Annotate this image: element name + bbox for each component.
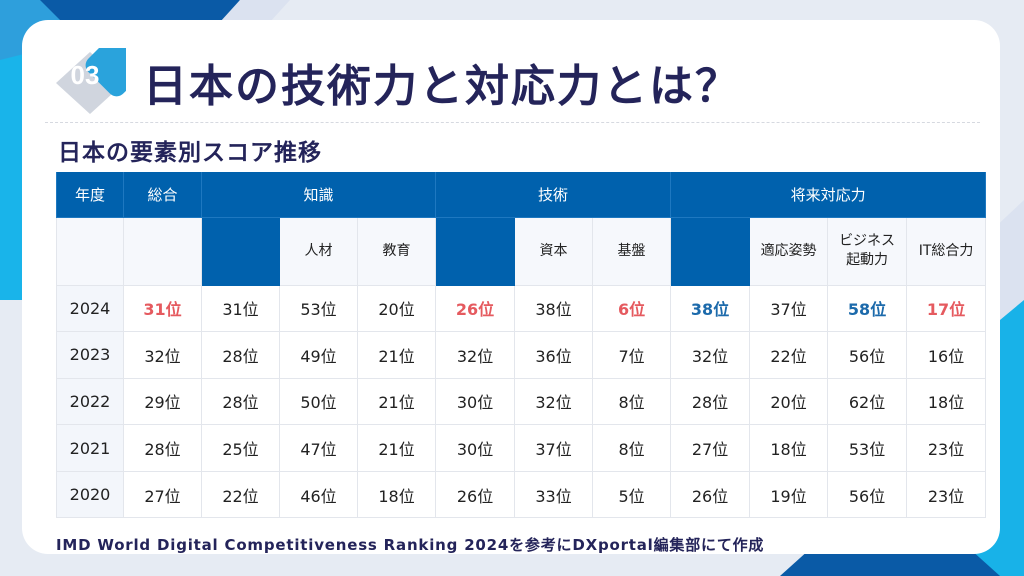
rank-cell: 28位 — [201, 331, 280, 379]
sub-header-cell: IT総合力 — [906, 216, 987, 286]
rank-cell: 21位 — [356, 331, 437, 379]
sub-header-cell — [56, 216, 124, 286]
sub-header-cell: 資本 — [514, 216, 594, 286]
rank-cell: 21位 — [356, 377, 437, 426]
rank-cell: 33位 — [514, 470, 594, 519]
rank-cell: 27位 — [123, 470, 202, 519]
table-row: 2020 27位 22位 46位 18位 26位 33位 5位 26位 19位 56位 23位 — [56, 470, 987, 519]
rank-cell: 29位 — [123, 377, 202, 426]
page-title: 日本の技術力と対応力とは？ — [143, 61, 741, 112]
rank-cell: 50位 — [279, 377, 358, 426]
rank-cell: 32位 — [435, 331, 516, 379]
rank-cell: 36位 — [514, 331, 594, 379]
rank-cell: 32位 — [514, 377, 594, 426]
sub-header-cell: ビジネス 起動力 — [827, 216, 908, 286]
rank-cell: 22位 — [201, 470, 280, 519]
rank-cell: 21位 — [356, 424, 437, 472]
ranking-table: 年度 総合 知識 技術 将来対応力 人材 教育 資本 基盤 適応姿勢 ビジネス 起動力 IT総合力 … — [56, 172, 987, 519]
rank-cell: 38位 — [514, 284, 594, 333]
rank-cell: 31位 — [201, 284, 280, 333]
rank-cell: 5位 — [592, 470, 672, 519]
table-row: 2024 31位 31位 53位 20位 26位 38位 6位 38位 37位 58位 17位 — [56, 284, 987, 333]
rank-cell: 17位 — [906, 284, 987, 333]
sub-header-cell — [670, 216, 751, 286]
rank-cell: 46位 — [279, 470, 358, 519]
rank-cell: 22位 — [749, 331, 829, 379]
column-group-header: 年度 — [56, 172, 124, 218]
rank-cell: 26位 — [435, 470, 516, 519]
sub-header-cell: 教育 — [356, 216, 437, 286]
rank-cell: 7位 — [592, 331, 672, 379]
rank-cell: 20位 — [356, 284, 437, 333]
rank-cell: 23位 — [906, 470, 987, 519]
year-cell: 2023 — [56, 331, 124, 379]
rank-cell: 37位 — [749, 284, 829, 333]
year-cell: 2024 — [56, 284, 124, 333]
source-note: IMD World Digital Competitiveness Rankin… — [56, 536, 765, 554]
rank-cell: 49位 — [279, 331, 358, 379]
sub-header-cell — [123, 216, 202, 286]
rank-cell: 28位 — [123, 424, 202, 472]
section-number-badge — [56, 48, 126, 114]
rank-cell: 8位 — [592, 424, 672, 472]
rank-cell: 31位 — [123, 284, 202, 333]
sub-header-cell: 基盤 — [592, 216, 672, 286]
rank-cell: 62位 — [827, 377, 908, 426]
sub-header-cell — [201, 216, 280, 286]
column-group-header: 将来対応力 — [670, 172, 987, 218]
section-subtitle: 日本の要素別スコア推移 — [58, 140, 322, 166]
rank-cell: 18位 — [749, 424, 829, 472]
rank-cell: 26位 — [435, 284, 516, 333]
year-cell: 2022 — [56, 377, 124, 426]
sub-header-cell: 人材 — [279, 216, 358, 286]
table-row: 2021 28位 25位 47位 21位 30位 37位 8位 27位 18位 53位 23位 — [56, 424, 987, 472]
rank-cell: 56位 — [827, 331, 908, 379]
rank-cell: 37位 — [514, 424, 594, 472]
rank-cell: 53位 — [827, 424, 908, 472]
rank-cell: 38位 — [670, 284, 751, 333]
column-group-header: 総合 — [123, 172, 202, 218]
rank-cell: 26位 — [670, 470, 751, 519]
year-cell: 2020 — [56, 470, 124, 519]
table-row: 2023 32位 28位 49位 21位 32位 36位 7位 32位 22位 56位 16位 — [56, 331, 987, 379]
rank-cell: 20位 — [749, 377, 829, 426]
rank-cell: 16位 — [906, 331, 987, 379]
rank-cell: 53位 — [279, 284, 358, 333]
section-number: 03 — [70, 60, 100, 90]
rank-cell: 25位 — [201, 424, 280, 472]
rank-cell: 32位 — [123, 331, 202, 379]
rank-cell: 47位 — [279, 424, 358, 472]
rank-cell: 30位 — [435, 377, 516, 426]
rank-cell: 18位 — [356, 470, 437, 519]
sub-header-cell — [435, 216, 516, 286]
sub-header-row: 人材 教育 資本 基盤 適応姿勢 ビジネス 起動力 IT総合力 — [56, 216, 987, 286]
rank-cell: 58位 — [827, 284, 908, 333]
sub-header-cell: 適応姿勢 — [749, 216, 829, 286]
rank-cell: 27位 — [670, 424, 751, 472]
rank-cell: 56位 — [827, 470, 908, 519]
rank-cell: 23位 — [906, 424, 987, 472]
year-cell: 2021 — [56, 424, 124, 472]
group-header-row: 年度 総合 知識 技術 将来対応力 — [56, 172, 987, 218]
rank-cell: 28位 — [201, 377, 280, 426]
divider — [45, 122, 980, 123]
rank-cell: 28位 — [670, 377, 751, 426]
rank-cell: 8位 — [592, 377, 672, 426]
rank-cell: 19位 — [749, 470, 829, 519]
column-group-header: 知識 — [200, 172, 437, 218]
table-row: 2022 29位 28位 50位 21位 30位 32位 8位 28位 20位 62位 18位 — [56, 377, 987, 426]
column-group-header: 技術 — [435, 172, 672, 218]
rank-cell: 6位 — [592, 284, 672, 333]
rank-cell: 32位 — [670, 331, 751, 379]
rank-cell: 18位 — [906, 377, 987, 426]
rank-cell: 30位 — [435, 424, 516, 472]
